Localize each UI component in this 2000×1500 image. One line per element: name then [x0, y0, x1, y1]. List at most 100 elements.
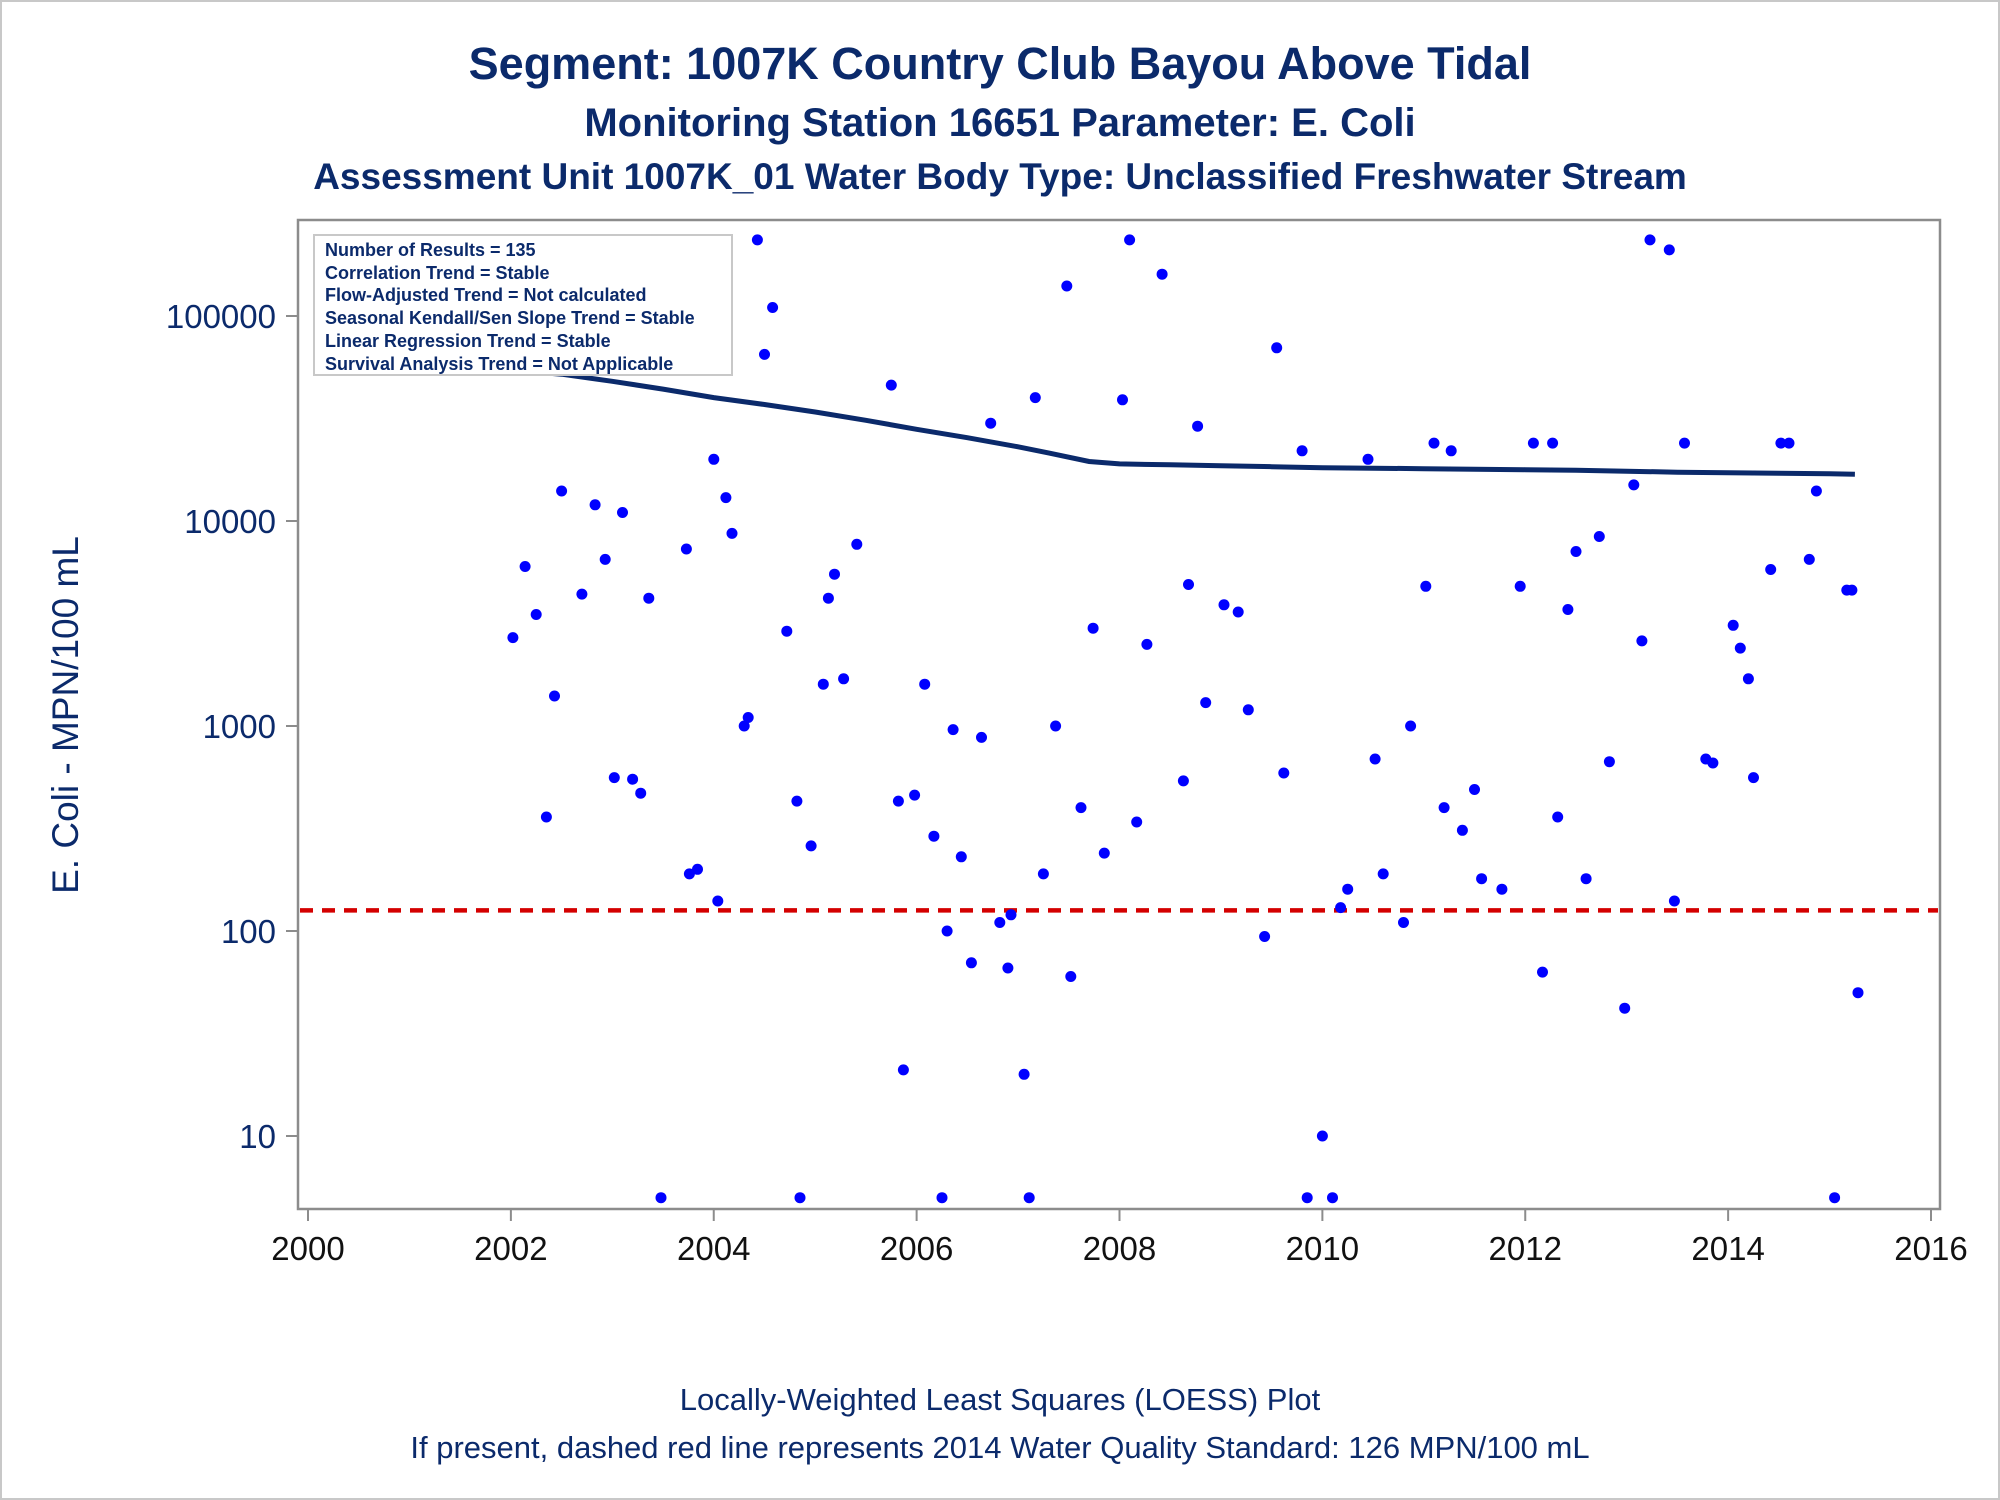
data-point — [655, 1192, 667, 1204]
data-point — [897, 1064, 909, 1076]
data-point — [1087, 622, 1099, 634]
data-point — [617, 507, 628, 518]
y-tick-label: 100 — [221, 913, 276, 950]
loess-trend — [500, 366, 1855, 477]
data-point — [1775, 437, 1787, 449]
legend-seasonal-kendall-trend: Seasonal Kendall/Sen Slope Trend = Stabl… — [325, 308, 695, 329]
y-tick-label: 10000 — [184, 503, 276, 540]
data-point — [1200, 697, 1212, 709]
data-point — [838, 673, 850, 685]
data-point — [851, 538, 863, 550]
data-point — [1271, 342, 1283, 354]
data-point — [1679, 437, 1690, 449]
data-point — [1177, 775, 1189, 787]
data-point — [1603, 756, 1615, 768]
data-point — [1514, 580, 1526, 592]
legend-results-count: Number of Results = 135 — [325, 240, 536, 260]
data-point — [540, 811, 552, 823]
data-point — [1496, 883, 1508, 895]
data-point — [589, 499, 601, 511]
data-point — [1428, 437, 1440, 449]
data-point — [1668, 895, 1680, 907]
data-point — [712, 895, 724, 907]
legend-correlation-trend: Correlation Trend = Stable — [325, 262, 550, 283]
data-point — [936, 1192, 948, 1204]
data-point — [1438, 802, 1450, 814]
data-point — [1552, 811, 1564, 823]
data-point — [817, 678, 829, 690]
y-tick-label: 1000 — [203, 708, 276, 745]
x-tick-label: 2000 — [271, 1230, 344, 1267]
x-tick-label: 2012 — [1489, 1230, 1562, 1267]
y-tick-label: 10 — [239, 1118, 276, 1155]
data-point — [794, 1192, 806, 1204]
data-point — [1327, 1192, 1338, 1204]
x-tick-label: 2002 — [474, 1230, 547, 1267]
chart-subtitle-station: Monitoring Station 16651 Parameter: E. C… — [584, 101, 1416, 145]
data-point — [1644, 234, 1656, 246]
data-point — [742, 712, 754, 723]
x-tick-label: 2004 — [677, 1230, 750, 1267]
data-point — [1469, 784, 1480, 795]
data-points — [501, 234, 1864, 1204]
data-point — [955, 851, 967, 863]
data-point — [1065, 971, 1077, 982]
data-point — [1562, 604, 1574, 615]
data-point — [1783, 437, 1795, 449]
data-point — [1061, 280, 1073, 292]
data-point — [791, 795, 803, 807]
data-point — [781, 625, 793, 637]
data-point — [1829, 1192, 1841, 1204]
y-axis-label: E. Coli - MPN/100 mL — [45, 536, 86, 894]
data-point — [1527, 437, 1539, 449]
chart-title: Segment: 1007K Country Club Bayou Above … — [468, 38, 1532, 89]
data-point — [928, 830, 940, 842]
data-point — [947, 724, 959, 736]
data-point — [1537, 966, 1548, 978]
data-point — [1301, 1192, 1313, 1204]
data-point — [1369, 753, 1381, 765]
data-point — [829, 568, 840, 580]
data-point — [1803, 553, 1815, 565]
data-point — [1377, 868, 1389, 880]
data-point — [1029, 392, 1041, 404]
data-point — [1037, 868, 1049, 880]
footnote-loess: Locally-Weighted Least Squares (LOESS) P… — [679, 1382, 1321, 1417]
data-point — [519, 561, 531, 572]
data-point — [965, 957, 977, 969]
data-point — [1580, 873, 1592, 885]
data-point — [1707, 757, 1719, 769]
data-point — [822, 592, 834, 604]
data-point — [1075, 802, 1087, 814]
data-point — [599, 553, 611, 565]
data-point — [885, 379, 897, 391]
data-point — [1456, 824, 1468, 836]
data-point — [941, 925, 953, 937]
loess-curve — [500, 366, 1855, 477]
data-point — [1476, 873, 1488, 885]
data-point — [708, 453, 720, 465]
data-point — [726, 527, 738, 539]
data-point — [1628, 479, 1640, 491]
x-tick-label: 2008 — [1083, 1230, 1156, 1267]
data-point — [680, 543, 692, 555]
chart-subtitle-assessment-unit: Assessment Unit 1007K_01 Water Body Type… — [313, 156, 1687, 197]
data-point — [1742, 673, 1754, 685]
x-tick-label: 2006 — [880, 1230, 953, 1267]
data-point — [635, 787, 647, 799]
data-point — [985, 417, 997, 429]
data-point — [608, 772, 620, 784]
data-point — [1002, 962, 1014, 974]
data-point — [1259, 931, 1271, 942]
data-point — [1232, 606, 1244, 618]
data-point — [1852, 987, 1864, 999]
data-point — [976, 731, 987, 743]
y-tick-label: 100000 — [166, 298, 276, 335]
legend-linear-regression-trend: Linear Regression Trend = Stable — [325, 330, 611, 351]
data-point — [1342, 883, 1354, 895]
data-point — [1420, 580, 1432, 592]
data-point — [692, 863, 703, 875]
data-point — [1398, 917, 1409, 928]
data-point — [1005, 909, 1017, 921]
